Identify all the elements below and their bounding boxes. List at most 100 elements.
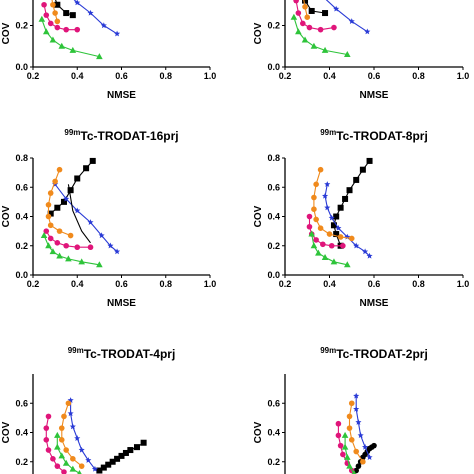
data-point	[344, 453, 351, 460]
data-point	[114, 455, 121, 462]
y-tick-label: 0.4	[267, 212, 280, 222]
series-black	[302, 0, 329, 17]
series-line	[303, 0, 308, 18]
data-point	[56, 252, 63, 259]
data-point	[346, 413, 353, 420]
y-tick-label: 0.0	[267, 62, 280, 72]
y-tick-label: 0.4	[15, 428, 28, 438]
data-point	[122, 449, 129, 456]
data-point	[61, 413, 67, 420]
data-point	[87, 219, 94, 225]
series-blue	[52, 181, 121, 255]
series-line	[293, 17, 348, 56]
series-black	[330, 157, 373, 249]
data-point	[311, 194, 317, 201]
data-point	[346, 187, 353, 194]
data-point	[62, 459, 70, 466]
data-point	[58, 452, 66, 459]
data-point	[310, 242, 318, 249]
series-blue	[322, 181, 373, 259]
data-point	[353, 392, 360, 399]
x-tick-label: 0.6	[368, 279, 381, 289]
y-tick-label: 0.8	[15, 153, 28, 163]
data-point	[69, 423, 76, 430]
x-axis-label: NMSE	[360, 298, 389, 309]
series-line	[45, 416, 65, 473]
x-axis-label: NMSE	[107, 90, 136, 101]
data-point	[74, 26, 81, 33]
data-point	[357, 432, 364, 439]
series-blue	[73, 0, 121, 37]
chart-title-superscript: 99m	[68, 346, 84, 355]
data-point	[54, 1, 61, 8]
data-point	[344, 51, 351, 58]
data-point	[359, 166, 366, 173]
data-point	[140, 439, 147, 446]
x-tick-label: 0.8	[159, 71, 172, 81]
data-point	[45, 213, 52, 220]
data-point	[133, 444, 140, 451]
data-point	[98, 232, 105, 239]
data-point	[43, 228, 50, 234]
data-point	[69, 12, 76, 19]
data-point	[304, 14, 311, 20]
data-point	[49, 248, 57, 255]
y-tick-label: 0.0	[267, 270, 280, 280]
data-point	[320, 241, 326, 248]
x-tick-label: 0.4	[323, 279, 336, 289]
data-point	[42, 28, 50, 35]
data-point	[317, 225, 324, 231]
data-point	[322, 192, 329, 199]
x-tick-label: 1.0	[204, 71, 217, 81]
data-point	[326, 231, 333, 237]
series-green	[308, 230, 351, 268]
data-point	[96, 467, 103, 474]
chart-title-superscript: 99m	[320, 128, 336, 137]
data-point	[56, 166, 63, 173]
data-point	[341, 431, 349, 438]
y-tick-label: 0.2	[15, 21, 28, 31]
series-line	[67, 184, 91, 244]
data-point	[60, 198, 67, 205]
series-black	[47, 157, 96, 217]
panel-top-left: 0.20.40.60.81.00.00.20.4COVNMSE	[1, 0, 216, 101]
data-point	[50, 1, 56, 8]
series-green	[341, 431, 357, 474]
data-point	[54, 18, 61, 25]
data-point	[295, 28, 302, 35]
data-point	[290, 13, 298, 20]
y-axis-label: COV	[253, 421, 264, 443]
data-point	[43, 437, 50, 443]
x-tick-label: 0.6	[368, 71, 381, 81]
data-point	[54, 24, 61, 31]
data-point	[366, 157, 373, 164]
data-point	[47, 210, 54, 217]
y-tick-label: 0.2	[15, 457, 28, 467]
y-axis-label: COV	[1, 421, 12, 443]
data-point	[308, 230, 315, 237]
data-point	[355, 419, 362, 425]
x-tick-label: 0.2	[279, 279, 292, 289]
data-point	[70, 456, 76, 462]
data-point	[63, 242, 69, 249]
series-orange	[45, 166, 74, 239]
data-point	[65, 400, 72, 407]
data-point	[364, 28, 371, 35]
data-point	[353, 242, 360, 249]
data-point	[348, 235, 355, 242]
data-point	[69, 465, 77, 472]
series-black	[54, 0, 76, 19]
data-point	[74, 0, 81, 6]
chart-title-text: Tc-TRODAT-16prj	[80, 129, 178, 143]
data-point	[306, 213, 313, 220]
y-tick-label: 0.0	[15, 62, 28, 72]
data-point	[118, 452, 125, 459]
data-point	[360, 458, 366, 465]
data-point	[52, 178, 58, 185]
x-tick-label: 0.8	[412, 71, 425, 81]
data-point	[85, 457, 92, 463]
series-green	[40, 232, 103, 268]
data-point	[52, 10, 58, 16]
data-point	[328, 242, 335, 249]
data-point	[353, 176, 360, 183]
